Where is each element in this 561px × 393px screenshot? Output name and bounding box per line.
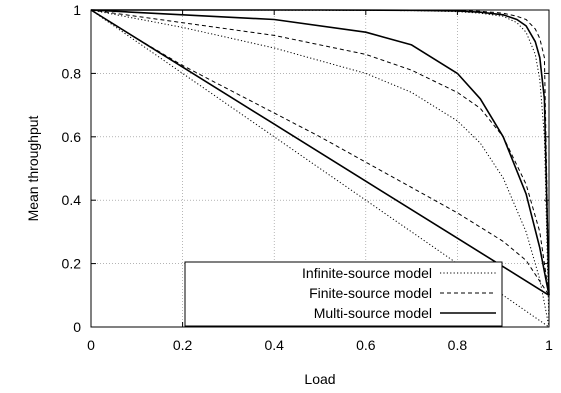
y-tick-label: 0.2 xyxy=(62,256,82,272)
y-tick-label: 0.6 xyxy=(62,129,82,145)
series-line-multi-solid xyxy=(91,10,549,295)
x-tick-label: 0.6 xyxy=(356,337,376,353)
y-tick-label: 1 xyxy=(73,2,81,18)
x-tick-label: 0.8 xyxy=(448,337,468,353)
y-tick-label: 0 xyxy=(73,319,81,335)
y-tick-label: 0.8 xyxy=(62,65,82,81)
x-tick-label: 0.2 xyxy=(173,337,193,353)
legend: Infinite-source model Finite-source model… xyxy=(185,262,502,326)
y-tick-label: 0.4 xyxy=(62,192,82,208)
legend-label: Multi-source model xyxy=(314,305,432,321)
x-axis-label: Load xyxy=(304,371,335,387)
x-tick-label: 0.4 xyxy=(264,337,284,353)
legend-label: Infinite-source model xyxy=(302,265,432,281)
x-tick-label: 0 xyxy=(87,337,95,353)
y-axis-label: Mean throughput xyxy=(25,115,41,221)
legend-label: Finite-source model xyxy=(309,285,432,301)
x-tick-label: 1 xyxy=(545,337,553,353)
